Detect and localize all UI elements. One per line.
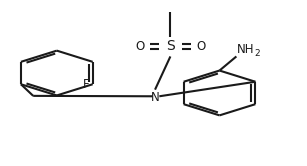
Text: 2: 2 [254,49,260,58]
Text: S: S [166,40,175,53]
Text: F: F [82,78,89,91]
Text: O: O [196,40,206,53]
Text: O: O [135,40,144,53]
Text: N: N [151,91,159,104]
Text: NH: NH [237,43,255,56]
